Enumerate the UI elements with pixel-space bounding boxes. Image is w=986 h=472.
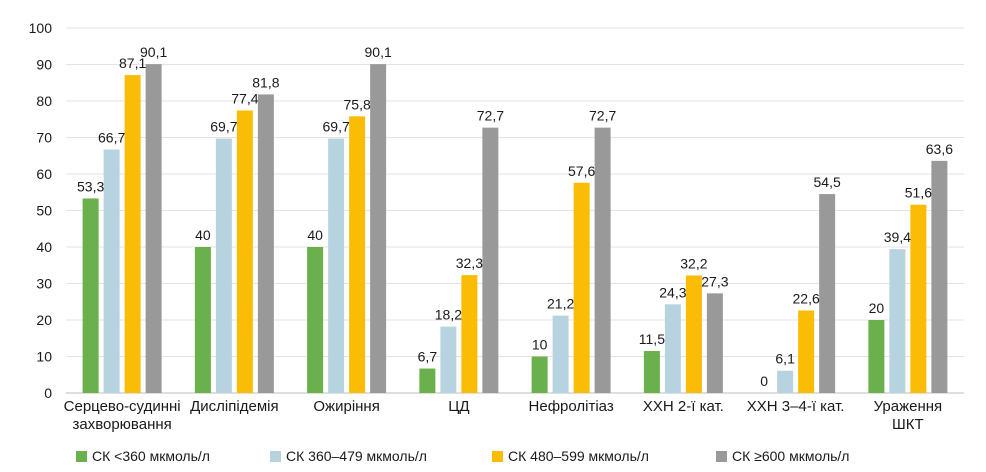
- data-label: 54,5: [814, 174, 841, 190]
- data-label: 22,6: [793, 291, 820, 307]
- legend-label: СК <360 мкмоль/л: [92, 448, 210, 464]
- data-label: 40: [195, 227, 211, 243]
- bar: [461, 275, 478, 393]
- data-label: 6,1: [775, 351, 795, 367]
- data-label: 57,6: [568, 163, 595, 179]
- data-label: 75,8: [344, 96, 371, 112]
- data-label: 11,5: [639, 331, 665, 347]
- bar: [419, 368, 436, 393]
- bar: [777, 370, 794, 393]
- x-tick-label: ЦД: [448, 398, 469, 415]
- x-tick-label: ХХН 2-ї кат.: [643, 398, 724, 415]
- data-label: 20: [869, 300, 885, 316]
- bar: [889, 249, 906, 393]
- legend-swatch: [716, 451, 727, 462]
- data-label: 72,7: [589, 108, 616, 124]
- data-label: 39,4: [884, 229, 911, 245]
- bar: [145, 64, 162, 393]
- bar: [910, 204, 927, 393]
- x-tick-label: Дисліпідемія: [190, 398, 278, 415]
- bar: [328, 138, 345, 393]
- bar: [236, 110, 253, 394]
- data-label: 21,2: [547, 296, 574, 312]
- bar: [868, 320, 885, 393]
- bar: [552, 315, 569, 393]
- data-labels: 53,366,787,190,14069,777,481,84069,775,8…: [77, 44, 953, 389]
- x-tick-label: Нефролітіаз: [529, 398, 614, 415]
- y-tick-label: 100: [29, 20, 53, 36]
- bar: [594, 127, 611, 394]
- data-label: 32,3: [456, 255, 483, 271]
- bar: [257, 94, 274, 394]
- data-label: 32,2: [680, 255, 707, 271]
- x-tick-label: захворювання: [72, 416, 171, 433]
- bar: [215, 138, 232, 393]
- data-label: 63,6: [926, 141, 953, 157]
- y-tick-label: 80: [36, 93, 52, 109]
- y-tick-label: 20: [36, 312, 52, 328]
- legend-swatch: [270, 451, 281, 462]
- y-tick-label: 90: [36, 57, 52, 73]
- bar: [307, 247, 324, 393]
- legend: СК <360 мкмоль/л СК 360–479 мкмоль/л СК 48…: [76, 448, 849, 464]
- data-label: 72,7: [477, 108, 504, 124]
- x-tick-label: Ураження: [874, 398, 943, 415]
- legend-label: СК 360–479 мкмоль/л: [286, 448, 427, 464]
- data-label: 87,1: [119, 55, 146, 71]
- data-label: 90,1: [140, 44, 167, 60]
- bar: [103, 149, 120, 393]
- bar: [931, 160, 948, 393]
- data-label: 69,7: [210, 119, 237, 135]
- y-axis: 0 10 20 30 40 50 60 70 80 90 100: [29, 20, 53, 401]
- data-label: 53,3: [77, 178, 104, 194]
- bar: [482, 127, 499, 394]
- bar: [573, 182, 590, 393]
- bar: [685, 275, 702, 393]
- bar: [643, 351, 660, 393]
- bar: [440, 326, 457, 393]
- legend-label: СК ≥600 мкмоль/л: [732, 448, 849, 464]
- y-tick-label: 40: [36, 239, 52, 255]
- legend-label: СК 480–599 мкмоль/л: [508, 448, 649, 464]
- bar: [819, 194, 836, 393]
- bar: [664, 304, 681, 393]
- data-label: 66,7: [98, 130, 125, 146]
- x-tick-label: ХХН 3–4-ї кат.: [747, 398, 845, 415]
- y-tick-label: 50: [36, 203, 52, 219]
- data-label: 40: [307, 227, 323, 243]
- data-label: 0: [760, 373, 768, 389]
- y-tick-label: 0: [44, 385, 52, 401]
- data-label: 18,2: [435, 307, 462, 323]
- bar: [82, 198, 99, 393]
- x-tick-label: ШКТ: [892, 416, 924, 433]
- x-tick-label: Ожиріння: [313, 398, 379, 415]
- bar: [706, 293, 723, 393]
- legend-swatch: [76, 451, 87, 462]
- bar: [349, 116, 366, 393]
- bar: [798, 310, 815, 393]
- data-label: 51,6: [905, 185, 932, 201]
- data-label: 27,3: [701, 273, 728, 289]
- legend-swatch: [492, 451, 503, 462]
- y-tick-label: 10: [36, 349, 52, 365]
- x-tick-label: Серцево-судинні: [64, 398, 181, 415]
- bar: [370, 64, 387, 393]
- data-label: 6,7: [418, 349, 438, 365]
- data-label: 77,4: [231, 90, 258, 106]
- bar: [194, 247, 211, 393]
- data-label: 24,3: [659, 284, 686, 300]
- y-tick-label: 30: [36, 276, 52, 292]
- bar: [124, 75, 141, 394]
- y-tick-label: 70: [36, 130, 52, 146]
- gridlines: [66, 27, 964, 394]
- bar-series: [82, 64, 948, 394]
- data-label: 10: [532, 337, 548, 353]
- data-label: 81,8: [252, 74, 279, 90]
- data-label: 69,7: [323, 119, 350, 135]
- bar: [531, 356, 548, 393]
- y-tick-label: 60: [36, 166, 52, 182]
- data-label: 90,1: [365, 44, 392, 60]
